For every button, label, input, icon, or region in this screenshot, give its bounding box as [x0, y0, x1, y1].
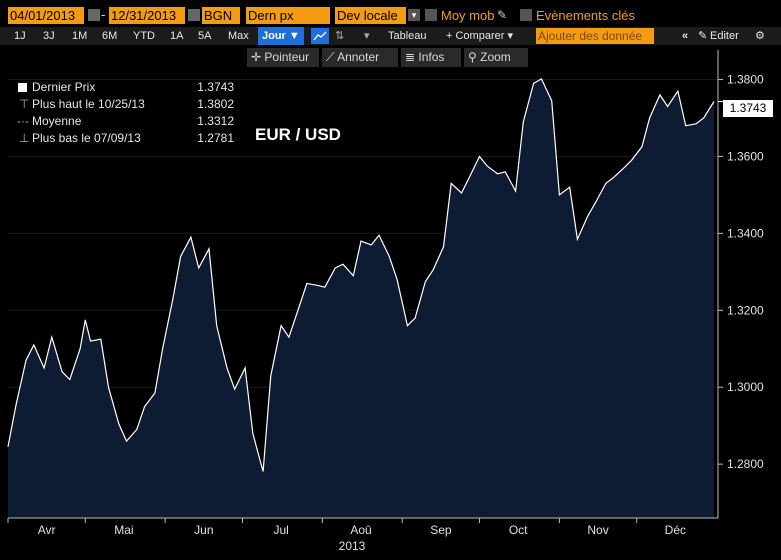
- start-date-field[interactable]: 04/01/2013: [8, 7, 84, 24]
- square-icon: [18, 83, 27, 92]
- x-tick-label: Aoû: [350, 523, 371, 537]
- legend-label: Plus bas le 07/09/13: [32, 131, 141, 145]
- legend-value: 1.3743: [197, 80, 234, 94]
- pen-icon: ⟋: [326, 50, 338, 64]
- zoom-label: Zoom: [480, 50, 511, 64]
- toolbar-dates: 04/01/2013 - 12/31/2013 BGN Dern px Dev …: [0, 7, 781, 25]
- range-button-1j[interactable]: 1J: [14, 30, 26, 42]
- magnifier-icon: ⚲: [468, 50, 481, 64]
- bar-chart-icon[interactable]: ⇅: [335, 30, 345, 42]
- legend-row-mean: -·- Moyenne 1.3312: [14, 114, 240, 129]
- source-field[interactable]: BGN: [202, 7, 240, 24]
- y-tick-label: 1.2800: [727, 457, 764, 471]
- x-tick-label: Mai: [114, 523, 133, 537]
- x-tick-label: Jun: [194, 523, 213, 537]
- pencil-icon[interactable]: ✎: [497, 8, 508, 22]
- last-price-label: 1.3743: [723, 100, 773, 117]
- add-data-input[interactable]: Ajouter des donnée: [536, 28, 654, 44]
- x-tick-label: Déc: [665, 523, 686, 537]
- crosshair-icon: ✛: [251, 50, 265, 64]
- info-icon: ≣: [405, 50, 419, 64]
- dropdown-arrow-icon[interactable]: ▾: [364, 30, 370, 42]
- zoom-tool[interactable]: ⚲ Zoom: [464, 48, 528, 67]
- calendar-icon[interactable]: [88, 9, 100, 21]
- checkbox-icon[interactable]: [520, 9, 532, 21]
- legend-value: 1.3802: [197, 97, 234, 111]
- low-marker-icon: ⊥: [19, 131, 30, 145]
- legend-row-last: Dernier Prix 1.3743: [14, 80, 240, 95]
- x-tick-label: Nov: [587, 523, 608, 537]
- x-tick-label: Oct: [509, 523, 528, 537]
- end-date-field[interactable]: 12/31/2013: [109, 7, 185, 24]
- info-label: Infos: [418, 50, 445, 64]
- legend-value: 1.2781: [197, 131, 234, 145]
- info-tool[interactable]: ≣ Infos: [401, 48, 461, 67]
- price-area: [8, 78, 714, 519]
- high-marker-icon: ⊤: [19, 97, 30, 111]
- gear-icon[interactable]: ⚙: [755, 30, 765, 42]
- area-chart-icon[interactable]: [311, 28, 329, 44]
- price-field-select[interactable]: Dern px: [246, 7, 330, 24]
- chart-title: EUR / USD: [255, 125, 341, 144]
- legend-label: Moyenne: [32, 114, 82, 128]
- legend-row-low: ⊥ Plus bas le 07/09/13 1.2781: [14, 131, 240, 146]
- y-tick-label: 1.3200: [727, 303, 764, 317]
- price-line: [7, 77, 715, 472]
- compare-button[interactable]: + Comparer ▾: [446, 30, 513, 42]
- range-button-1m[interactable]: 1M: [72, 30, 88, 42]
- pointer-label: Pointeur: [264, 50, 310, 64]
- pencil-icon[interactable]: ✎: [698, 30, 708, 42]
- mean-marker-icon: -·-: [17, 114, 29, 128]
- collapse-icon[interactable]: «: [682, 30, 689, 42]
- y-tick-label: 1.3400: [727, 226, 764, 240]
- pointer-tool[interactable]: ✛ Pointeur: [247, 48, 319, 67]
- range-button-5a[interactable]: 5A: [198, 30, 212, 42]
- chart-tools: ✛ Pointeur ⟋ Annoter ≣ Infos ⚲ Zoom: [0, 48, 781, 67]
- annotate-tool[interactable]: ⟋ Annoter: [322, 48, 398, 67]
- y-tick-label: 1.3000: [727, 380, 764, 394]
- y-tick-label: 1.3800: [727, 73, 764, 87]
- currency-select[interactable]: Dev locale: [335, 7, 406, 24]
- legend-label: Dernier Prix: [32, 80, 96, 94]
- date-separator: -: [101, 7, 106, 22]
- annotate-label: Annoter: [337, 50, 380, 64]
- legend-row-high: ⊤ Plus haut le 10/25/13 1.3802: [14, 97, 240, 112]
- legend-value: 1.3312: [197, 114, 234, 128]
- legend: Dernier Prix 1.3743 ⊤ Plus haut le 10/25…: [14, 80, 240, 152]
- range-button-ytd[interactable]: YTD: [133, 30, 155, 42]
- x-year-label: 2013: [339, 539, 366, 553]
- range-button-6m[interactable]: 6M: [102, 30, 118, 42]
- x-tick-label: Sep: [430, 523, 452, 537]
- dropdown-arrow-icon[interactable]: ▾: [408, 9, 420, 21]
- range-button-1a[interactable]: 1A: [170, 30, 184, 42]
- events-label[interactable]: Evènements clés: [536, 8, 635, 23]
- range-button-3j[interactable]: 3J: [43, 30, 55, 42]
- legend-label: Plus haut le 10/25/13: [32, 97, 145, 111]
- checkbox-icon[interactable]: [425, 9, 437, 21]
- table-button[interactable]: Tableau: [388, 30, 427, 42]
- y-tick-label: 1.3600: [727, 149, 764, 163]
- toolbar-ranges: 1J 3J 1M 6M YTD 1A 5A Max Jour ▼ ⇅ ▾ Tab…: [0, 27, 781, 45]
- period-select[interactable]: Jour ▼: [258, 27, 304, 45]
- x-tick-label: Avr: [38, 523, 56, 537]
- moving-avg-label[interactable]: Moy mob: [441, 8, 495, 23]
- edit-button[interactable]: Editer: [710, 30, 739, 42]
- calendar-icon[interactable]: [188, 9, 200, 21]
- range-button-max[interactable]: Max: [228, 30, 249, 42]
- x-tick-label: Jul: [273, 523, 288, 537]
